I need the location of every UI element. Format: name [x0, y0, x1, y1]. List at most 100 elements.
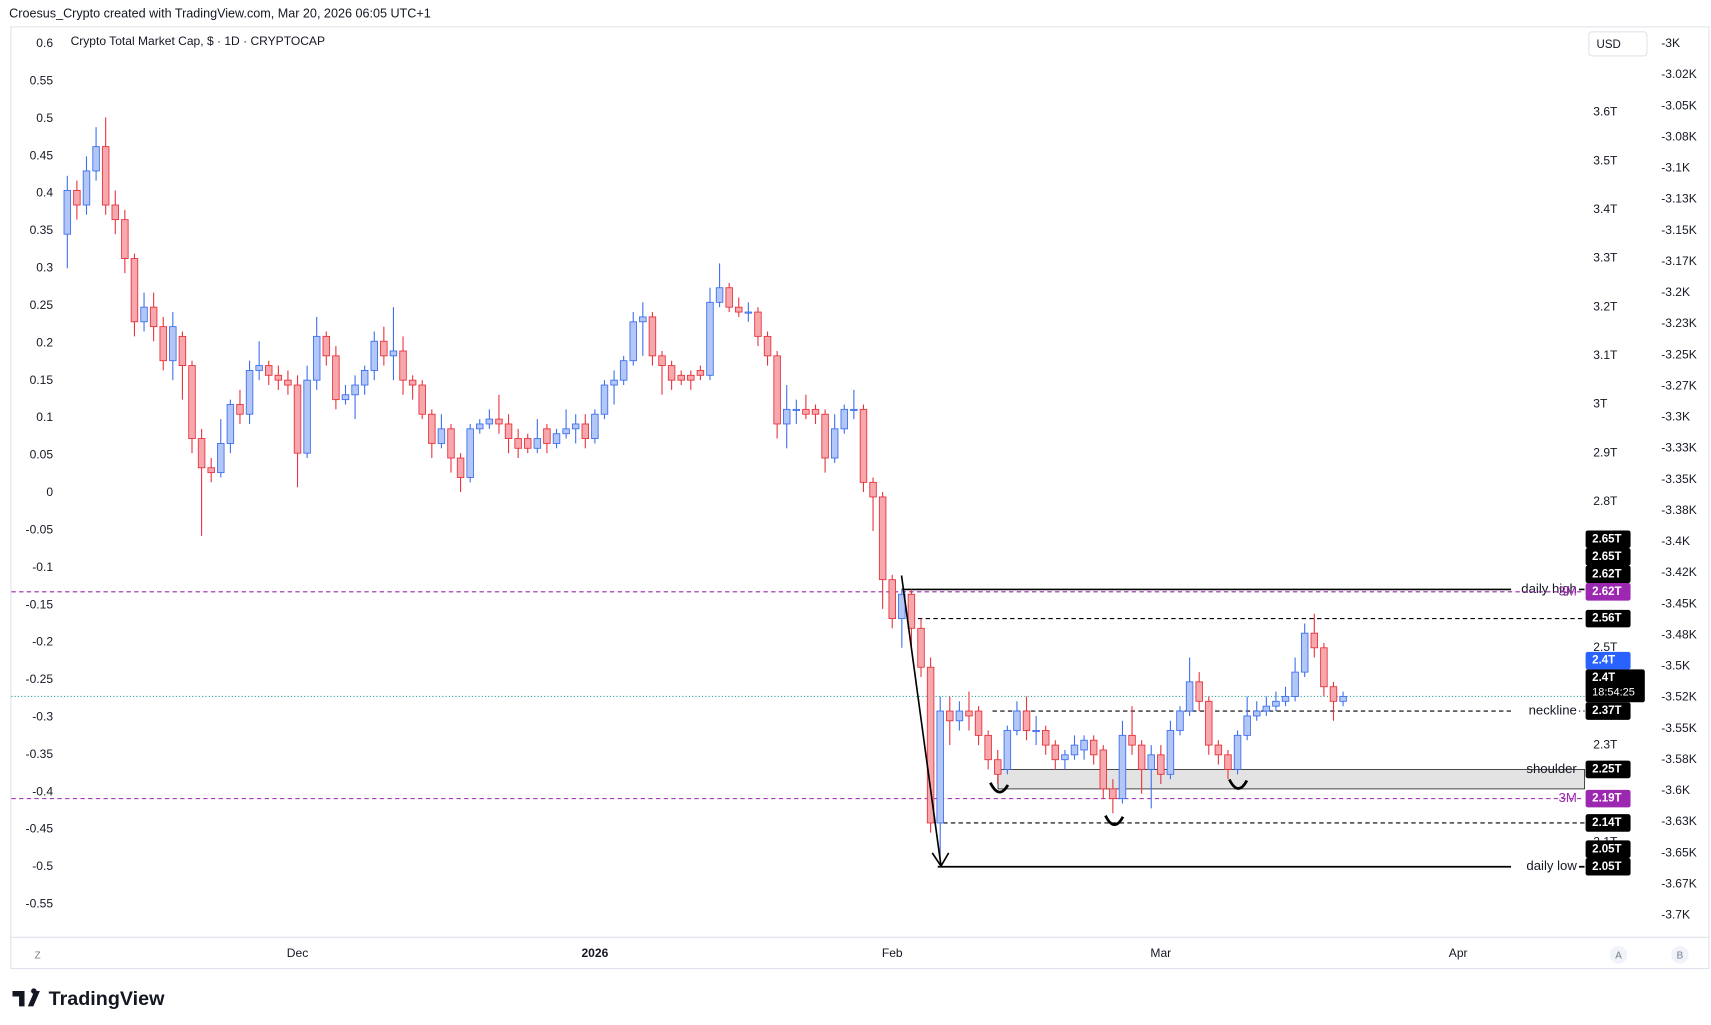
y2-tick-label: -3.02K [1661, 67, 1697, 81]
candle-body [524, 438, 532, 449]
candle-body [1118, 734, 1127, 800]
candle-body [1003, 730, 1012, 770]
zone-label: shoulder [1526, 761, 1577, 776]
price-badge-label: 2.62T [1592, 586, 1621, 598]
candle-body [370, 340, 378, 371]
price-badge-label: 2.4T [1592, 672, 1615, 684]
candle-body [1329, 686, 1338, 702]
candle-body [1310, 632, 1319, 649]
candle-body [1291, 671, 1299, 697]
price-badge-label: 2.05T [1592, 843, 1621, 855]
candle-body [802, 408, 810, 415]
candle-body [591, 413, 599, 439]
y2-tick-label: -3.05K [1661, 98, 1697, 112]
candle-body [1099, 749, 1107, 790]
left-tick-label: 0.1 [36, 410, 53, 424]
price-badge-label: 2.05T [1592, 861, 1621, 873]
x-tick-label: 2026 [581, 946, 608, 960]
candle-body [735, 306, 743, 313]
x-tick-label: Apr [1449, 946, 1468, 960]
candle-body [1032, 730, 1040, 733]
left-tick-label: 0.3 [36, 261, 53, 275]
left-tick-label: -0.2 [32, 635, 53, 649]
price-badge-label: 2.19T [1592, 793, 1621, 805]
corner-button [1671, 946, 1689, 964]
level-label: daily low [1526, 858, 1577, 873]
left-tick-label: 0.45 [30, 148, 54, 162]
candle-body [447, 428, 455, 459]
candle-body [619, 360, 628, 381]
candle-body [399, 350, 407, 381]
candle-body [1205, 700, 1213, 746]
candle-body [121, 219, 129, 259]
price-badge [1585, 857, 1631, 876]
candle-body [514, 438, 522, 449]
price-badge [1585, 760, 1631, 779]
y2-tick-label: -3.35K [1661, 472, 1697, 486]
candle-body [63, 189, 72, 235]
currency-box[interactable] [1588, 31, 1648, 57]
candle-body [351, 384, 359, 396]
candle-body [476, 423, 484, 430]
candle-body [274, 374, 283, 381]
candle-body [456, 457, 465, 478]
candle-body [600, 384, 609, 415]
candle-body [1253, 710, 1261, 717]
candle-body [543, 428, 551, 444]
left-tick-label: 0.15 [30, 373, 54, 387]
candle-body [639, 316, 647, 323]
y2-tick-label: -3.1K [1661, 161, 1690, 175]
candle-body [1272, 700, 1280, 707]
candle-body [629, 321, 637, 362]
corner-button [1609, 946, 1628, 964]
price-tick-label: 3.3T [1593, 251, 1618, 265]
annotations [900, 575, 1249, 868]
candle-body [1022, 710, 1031, 731]
y2-tick-label: -3.63K [1661, 814, 1697, 828]
left-tick-label: -0.45 [26, 822, 54, 836]
price-tick-label: 3.2T [1593, 299, 1618, 313]
brand-name: TradingView [49, 988, 165, 1010]
price-badge [1585, 565, 1631, 584]
y2-tick-label: -3.67K [1661, 876, 1697, 890]
candle-body [888, 579, 896, 620]
candle-body [207, 467, 215, 474]
left-tick-label: 0.5 [36, 111, 53, 125]
price-badge-label: 2.65T [1592, 551, 1621, 563]
arrow-head [931, 852, 950, 868]
candle-body [677, 374, 685, 381]
left-tick-label: -0.1 [32, 560, 53, 574]
candle-body [658, 355, 666, 367]
axes: 0.6 0.55 0.5 0.45 0.4 0.35 0.3 0.25 0.2 0.15 0.1 0.… [26, 36, 1697, 964]
curve-right-shoulder [1228, 778, 1249, 790]
left-tick-label: 0.55 [30, 73, 54, 87]
shoulder-zone [997, 768, 1585, 790]
candle-body [581, 423, 590, 439]
candle-body [533, 438, 542, 449]
y2-tick-label: -3.45K [1661, 596, 1697, 610]
candle-body [159, 326, 167, 362]
candle-body [1224, 754, 1232, 770]
candle-body [830, 428, 839, 459]
candle-body [821, 413, 829, 459]
corner-label: B [1677, 951, 1684, 962]
y2-tick-label: -3.27K [1661, 378, 1697, 392]
candle-body [504, 423, 513, 439]
y2-tick-label: -3.55K [1661, 721, 1697, 735]
price-badge [1585, 651, 1631, 670]
y2-tick-label: -3K [1661, 36, 1680, 50]
candle-body [936, 710, 944, 824]
candle-body [965, 710, 973, 717]
price-tick-label: 2.5T [1593, 640, 1618, 654]
price-badge [1585, 789, 1631, 808]
price-badge [1585, 814, 1631, 832]
candle-body [917, 627, 925, 668]
candle-body [955, 710, 964, 722]
header: Croesus_Crypto created with TradingView.… [9, 7, 431, 21]
price-badge-label: 2.14T [1592, 817, 1621, 829]
candle-body [284, 379, 292, 386]
corner-label: A [1615, 951, 1622, 962]
y2-tick-label: -3.13K [1661, 192, 1697, 206]
candle-body [1339, 696, 1347, 702]
